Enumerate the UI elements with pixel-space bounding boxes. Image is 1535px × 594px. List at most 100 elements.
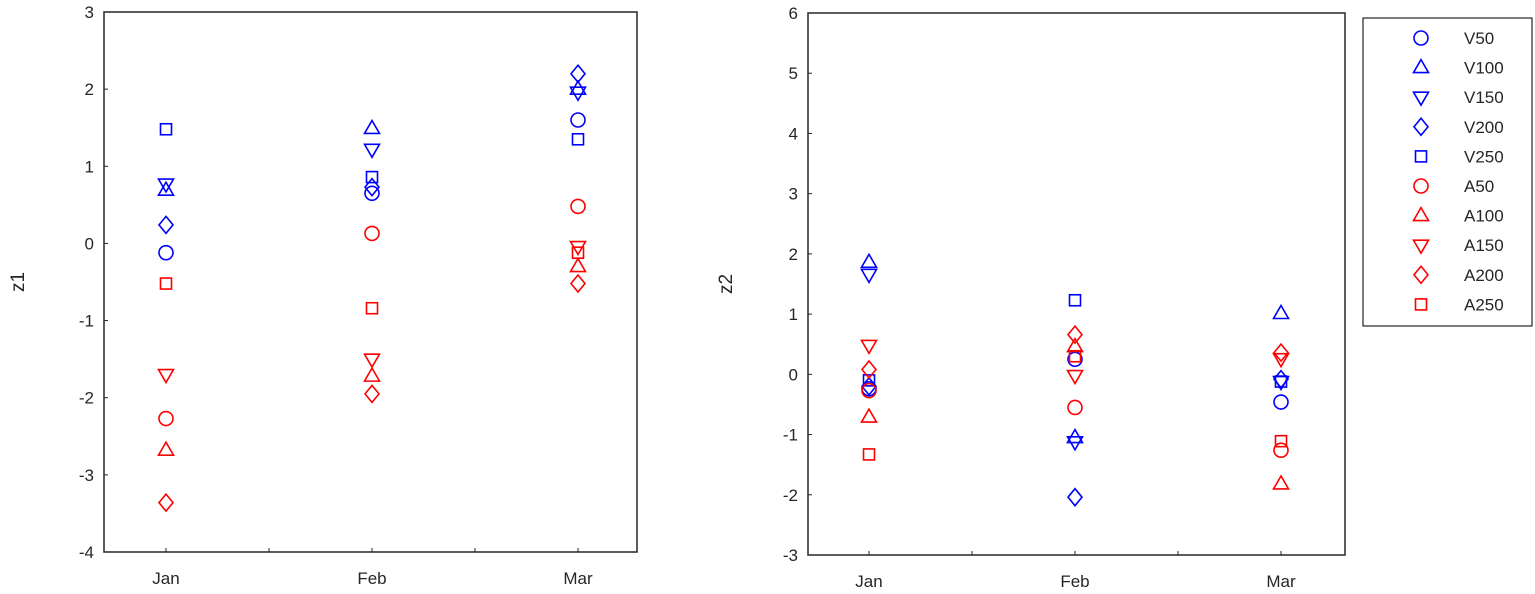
data-point [569, 63, 587, 84]
data-point [363, 366, 381, 382]
data-point [1067, 399, 1083, 416]
legend: V50 V100 V150 V200 V250 A50 A100 A150 A200 A250 [1362, 17, 1533, 327]
data-point [1068, 293, 1082, 307]
y-tick-label: 3 [789, 185, 798, 204]
data-point [569, 256, 587, 273]
y-tick-label: -3 [783, 546, 798, 565]
data-point [363, 118, 381, 135]
data-point [157, 178, 175, 194]
legend-label: V250 [1464, 147, 1504, 166]
legend-item-a250: A250 [1414, 295, 1504, 314]
legend-label: A150 [1464, 236, 1504, 255]
plot-frame [103, 11, 638, 553]
x-tick-label: Mar [563, 569, 593, 588]
diamond-marker-icon [1412, 265, 1430, 285]
triangle-down-marker-icon [1412, 239, 1430, 255]
data-point [862, 448, 876, 461]
data-point [860, 407, 878, 423]
data-point [1272, 352, 1290, 369]
series-a100 [860, 337, 1290, 490]
data-point [571, 246, 585, 259]
y-axis-label: z1 [8, 272, 29, 292]
data-point [860, 359, 878, 380]
legend-label: V150 [1464, 88, 1504, 107]
data-point [1272, 303, 1290, 320]
triangle-up-marker-icon [1412, 205, 1430, 222]
data-point [1274, 434, 1288, 448]
legend-item-v150: V150 [1412, 88, 1504, 107]
y-tick-label: 6 [789, 4, 798, 23]
legend-label: V200 [1464, 118, 1504, 137]
legend-label: A100 [1464, 207, 1504, 226]
legend-item-v100: V100 [1412, 57, 1504, 78]
y-tick-label: 2 [85, 80, 94, 99]
data-point [363, 384, 381, 404]
series-a50 [861, 382, 1289, 459]
data-point [364, 185, 380, 202]
data-point [1066, 369, 1084, 386]
data-point [157, 180, 175, 196]
series-a250 [862, 349, 1288, 461]
data-point [1273, 394, 1289, 410]
legend-item-a150: A150 [1412, 236, 1504, 255]
data-point [159, 122, 173, 136]
legend-item-a100: A100 [1412, 205, 1504, 226]
y-tick-label: 0 [789, 365, 798, 384]
series-a250 [159, 246, 585, 315]
y-axis-label: z2 [716, 274, 737, 294]
data-point [1066, 337, 1084, 353]
series-a50 [158, 198, 586, 427]
y-tick-label: 2 [789, 245, 798, 264]
series-v250 [159, 122, 585, 184]
data-point [1066, 324, 1084, 345]
data-point [157, 215, 175, 235]
plot-frame [807, 12, 1346, 556]
legend-label: A250 [1464, 295, 1504, 314]
square-marker-icon [1414, 298, 1428, 311]
data-point [158, 244, 174, 261]
y-tick-label: 1 [789, 305, 798, 324]
series-a200 [860, 324, 1290, 380]
circle-marker-icon [1413, 30, 1429, 46]
x-tick-label: Jan [152, 569, 179, 588]
data-point [157, 492, 175, 513]
data-point [363, 143, 381, 159]
series-a150 [860, 339, 1290, 386]
data-point [157, 440, 175, 456]
data-point [365, 301, 379, 315]
y-tick-label: -3 [79, 466, 94, 485]
series-v200 [860, 369, 1290, 507]
series-a200 [157, 273, 587, 513]
data-point [861, 382, 877, 399]
data-point [1274, 375, 1288, 388]
series-v200 [157, 63, 587, 235]
data-point [860, 252, 878, 269]
x-tick-label: Feb [1060, 572, 1089, 591]
y-tick-label: -2 [783, 486, 798, 505]
circle-marker-icon [1413, 178, 1429, 194]
y-tick-label: -4 [79, 543, 94, 562]
data-point [569, 86, 587, 102]
data-point [363, 353, 381, 369]
data-point [157, 368, 175, 385]
data-point [159, 277, 173, 290]
series-a150 [157, 240, 587, 385]
series-v250 [862, 293, 1288, 388]
y-tick-label: 4 [789, 124, 798, 143]
legend-item-a50: A50 [1413, 177, 1494, 196]
data-point [1272, 342, 1290, 363]
legend-item-v250: V250 [1414, 147, 1504, 166]
triangle-down-marker-icon [1412, 91, 1430, 107]
legend-label: V100 [1464, 59, 1504, 78]
data-point [570, 198, 586, 215]
data-point [363, 177, 381, 197]
data-point [1066, 435, 1084, 452]
square-marker-icon [1414, 150, 1428, 163]
legend-label: A50 [1464, 177, 1494, 196]
x-tick-label: Feb [357, 569, 386, 588]
legend-label: V50 [1464, 29, 1494, 48]
data-point [1273, 442, 1289, 459]
x-tick-label: Mar [1266, 572, 1296, 591]
legend-item-v200: V200 [1412, 117, 1504, 137]
y-tick-label: 1 [85, 157, 94, 176]
